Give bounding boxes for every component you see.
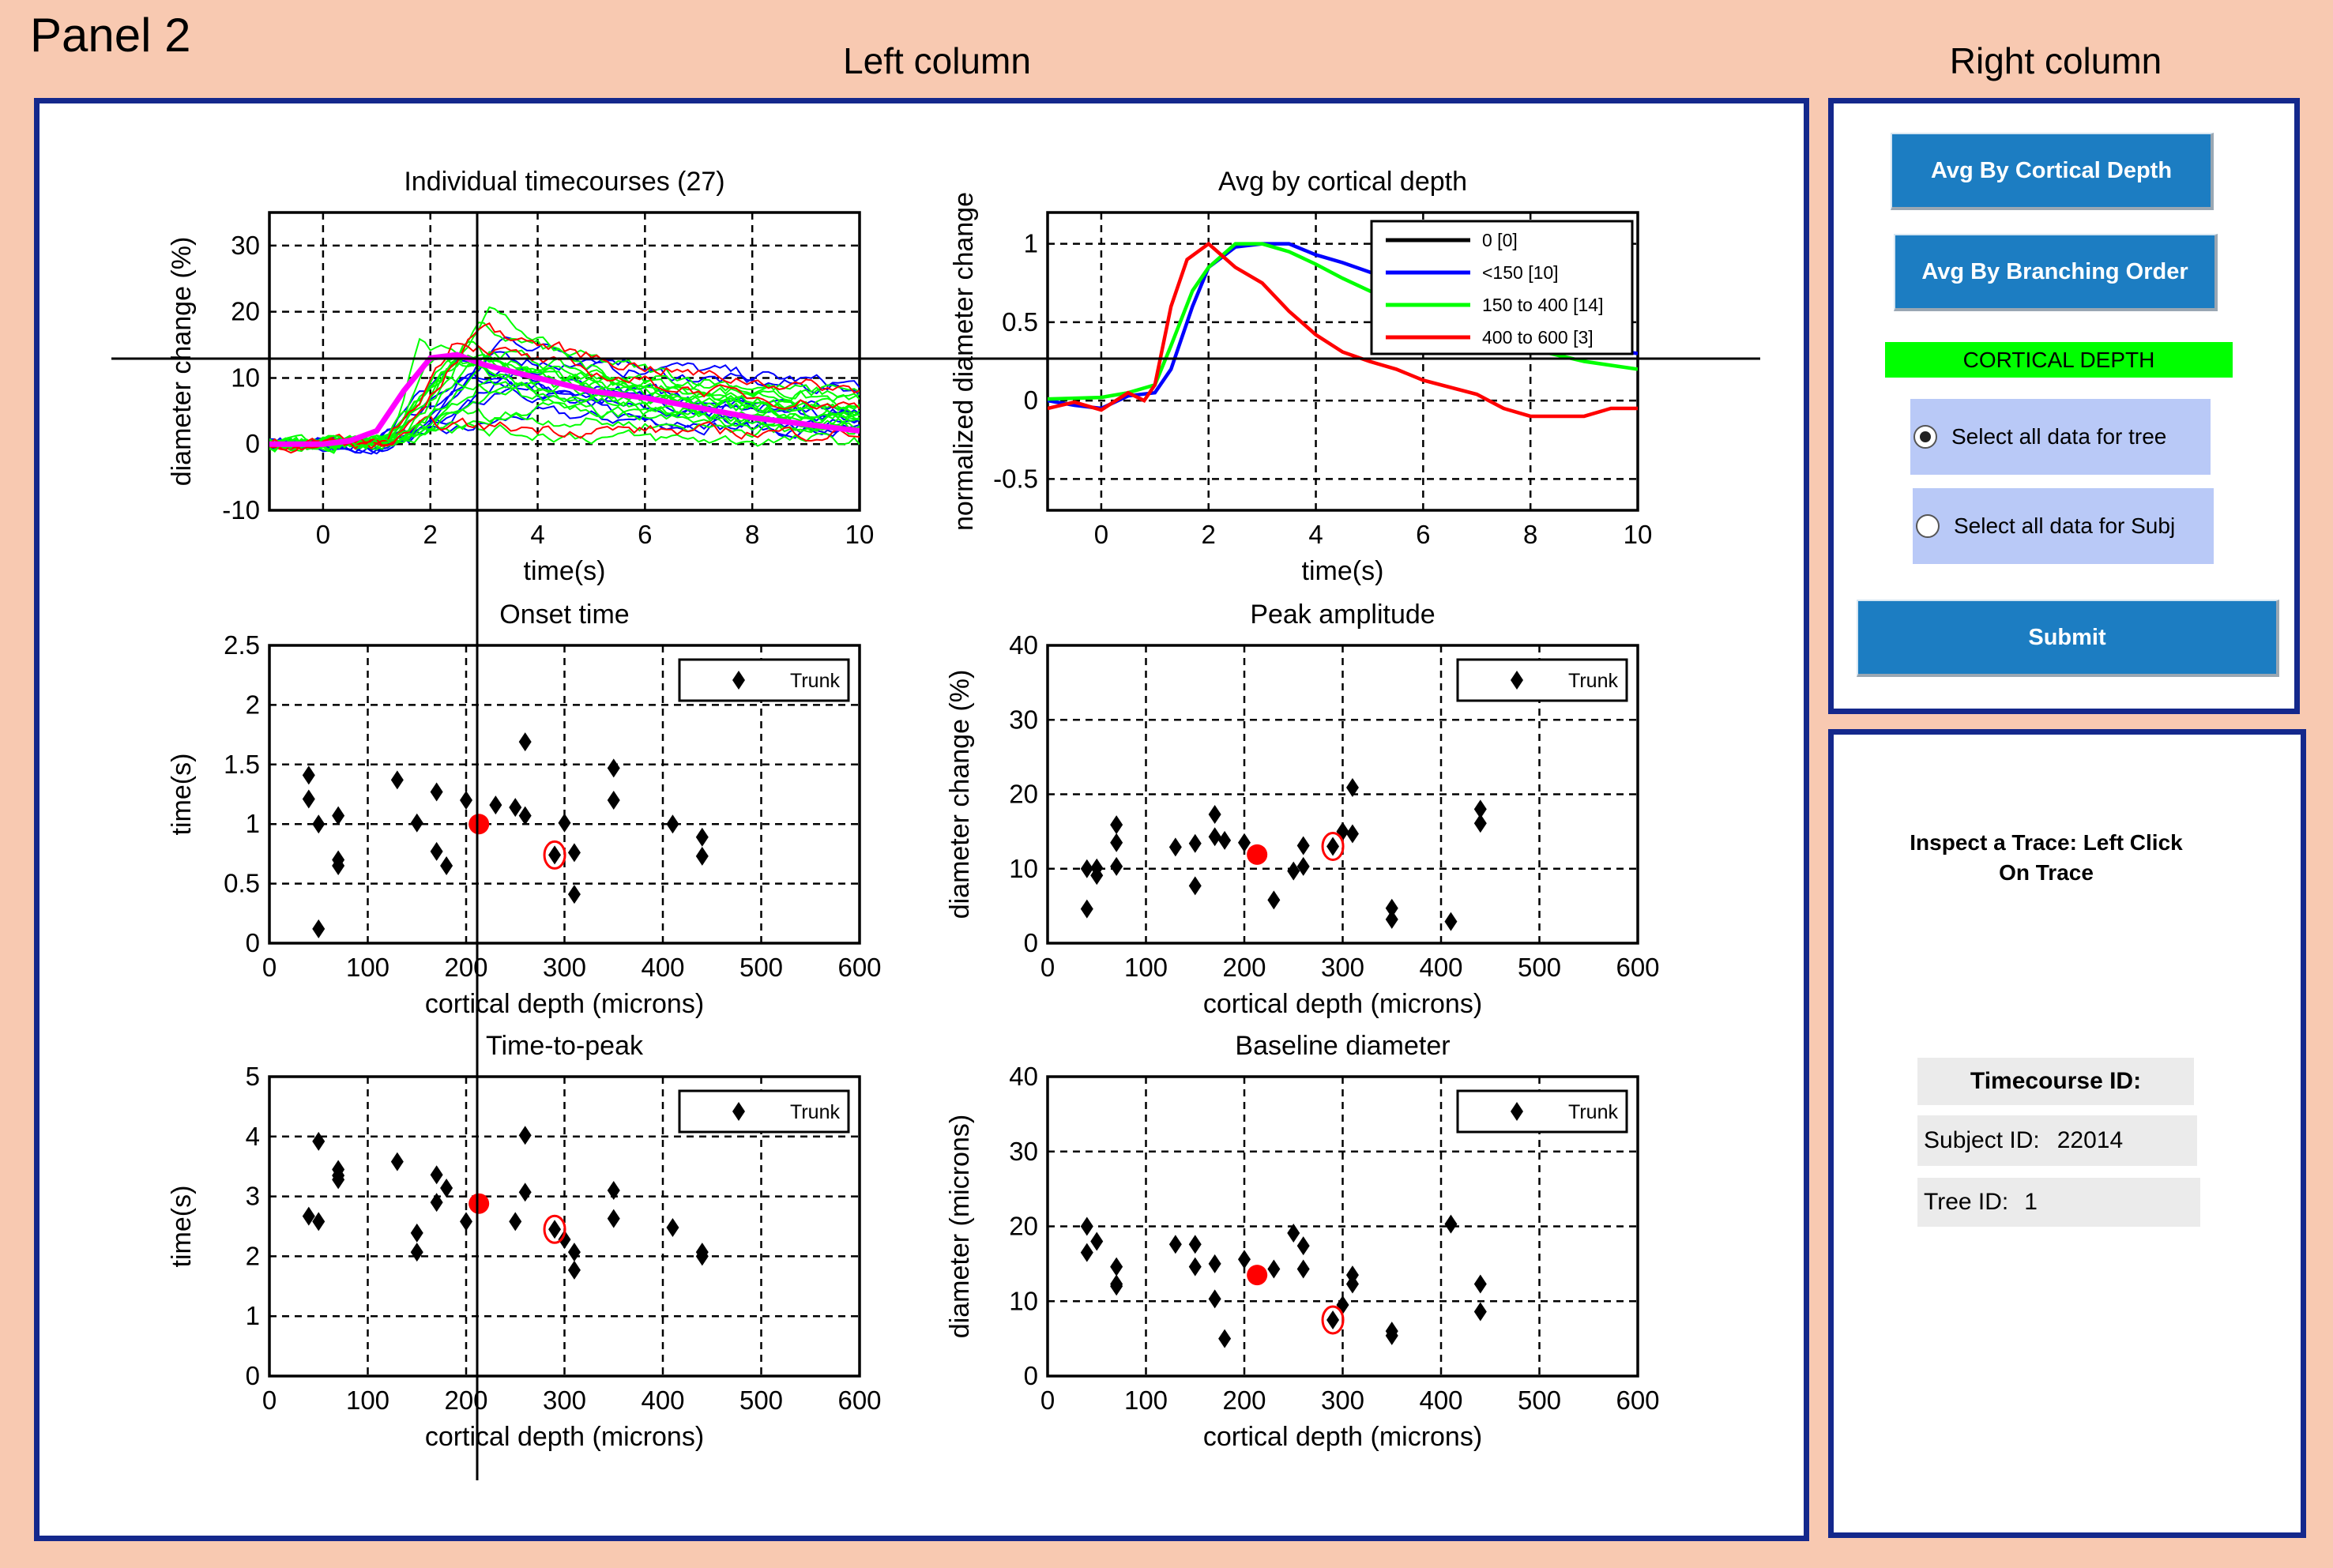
tree-id-field: Tree ID: 1	[1917, 1178, 2200, 1227]
right-column-title: Right column	[1949, 40, 2162, 81]
panel-title: Panel 2	[30, 9, 191, 62]
radio-select-subj[interactable]: Select all data for Subj	[1913, 488, 2214, 564]
inspect-instructions: Inspect a Trace: Left Click On Trace	[1910, 830, 2183, 885]
tree-id-label: Tree ID:	[1924, 1189, 2009, 1215]
radio-checked-icon[interactable]	[1913, 425, 1937, 449]
avg-by-cortical-depth-button[interactable]: Avg By Cortical Depth	[1891, 133, 2214, 210]
timecourse-id-field: Timecourse ID:	[1917, 1058, 2194, 1105]
mode-label: CORTICAL DEPTH	[1885, 342, 2233, 378]
radio-subj-label: Select all data for Subj	[1954, 513, 2176, 538]
radio-tree-label: Select all data for tree	[1951, 424, 2167, 449]
subject-id-value: 22014	[2056, 1127, 2124, 1153]
tree-id-value: 1	[2024, 1189, 2038, 1215]
radio-unchecked-icon[interactable]	[1916, 514, 1940, 538]
subject-id-label: Subject ID:	[1924, 1127, 2040, 1153]
left-column-title: Left column	[843, 40, 1031, 81]
avg-by-branching-order-button[interactable]: Avg By Branching Order	[1894, 234, 2218, 311]
left-column-panel	[34, 98, 1809, 1541]
subject-id-field: Subject ID: 22014	[1917, 1115, 2197, 1166]
submit-button[interactable]: Submit	[1857, 600, 2279, 677]
radio-select-tree[interactable]: Select all data for tree	[1910, 399, 2211, 475]
timecourse-id-label: Timecourse ID:	[1970, 1068, 2142, 1094]
